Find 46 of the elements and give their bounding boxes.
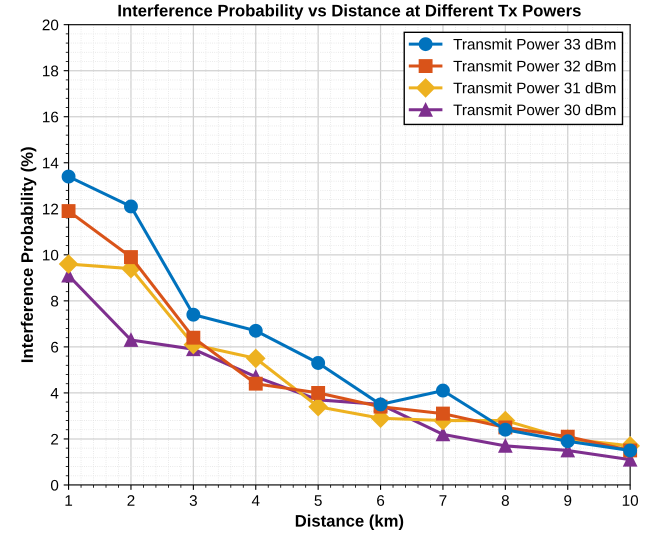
point [436,427,450,442]
y-tick-label: 16 [43,112,58,122]
y-tick-label: 2 [51,434,58,444]
point [186,308,200,322]
point [62,204,76,218]
legend-label: Transmit Power 30 dBm [453,104,616,116]
chart-title: Interference Probability vs Distance at Different Tx Powers [118,4,581,20]
y-tick-label: 10 [43,250,58,261]
x-tick-label: 2 [127,495,134,506]
legend-label: Transmit Power 32 dBm [453,60,616,72]
y-tick-label: 18 [43,66,58,76]
x-axis-title: Distance (km) [296,514,404,530]
x-tick-label: 9 [564,495,572,506]
point [248,376,263,391]
point [62,170,76,184]
legend-label: Transmit Power 31 dBm [453,82,616,94]
y-tick-label: 6 [51,342,58,353]
x-tick-label: 10 [622,495,638,506]
point [186,330,200,345]
point [124,333,138,347]
y-tick-label: 20 [42,20,58,30]
y-tick-label: 0 [50,480,58,491]
point [59,254,78,274]
x-tick-label: 3 [190,495,197,506]
point [124,200,138,214]
x-tick-label: 6 [377,495,384,506]
point [311,356,326,370]
x-tick-label: 8 [502,495,509,506]
point [436,406,450,421]
y-axis-title: Interference Probability (%) [20,147,36,362]
y-tick-label: 4 [50,388,58,398]
point [436,384,450,398]
x-tick-label: 4 [252,495,260,506]
x-tick-label: 7 [439,495,446,506]
legend-label: Transmit Power 33 dBm [453,38,616,50]
point [124,250,138,264]
y-tick-label: 8 [51,296,58,307]
x-tick-label: 1 [65,495,72,506]
x-tick-label: 5 [314,495,322,506]
y-tick-label: 14 [43,158,58,168]
point [311,386,326,400]
point [248,324,263,338]
point [498,438,512,453]
y-tick-label: 12 [43,204,58,214]
point [498,422,512,437]
point [246,348,266,368]
